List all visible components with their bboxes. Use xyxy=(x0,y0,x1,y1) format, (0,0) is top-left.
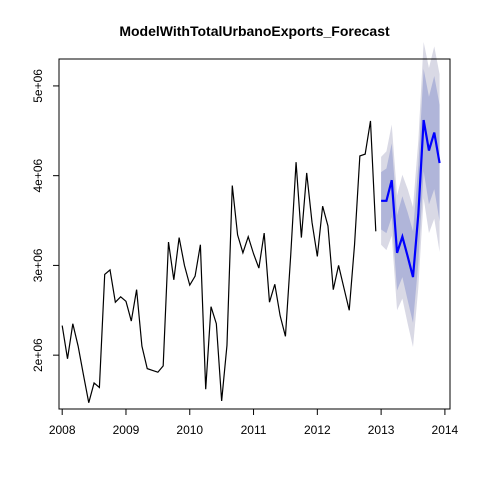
y-tick-label: 2e+06 xyxy=(31,338,45,372)
chart-title: ModelWithTotalUrbanoExports_Forecast xyxy=(119,23,390,39)
x-tick-label: 2012 xyxy=(304,423,331,437)
y-tick-label: 4e+06 xyxy=(31,158,45,192)
x-tick-label: 2014 xyxy=(432,423,459,437)
interval-80-band xyxy=(381,68,440,323)
observed-series-line xyxy=(61,120,377,403)
series-lines-group xyxy=(61,119,441,403)
x-tick-label: 2009 xyxy=(113,423,140,437)
y-axis: 2e+06 3e+06 4e+06 5e+06 xyxy=(31,69,60,372)
y-tick-label: 5e+06 xyxy=(31,69,45,103)
x-tick-label: 2011 xyxy=(241,423,267,437)
interval-80-band-group xyxy=(381,68,440,323)
forecast-series-line xyxy=(381,119,441,278)
x-tick-label: 2008 xyxy=(49,423,76,437)
x-tick-label: 2010 xyxy=(176,423,203,437)
x-tick-label: 2013 xyxy=(368,423,395,437)
x-axis: 2008 2009 2010 2011 2012 2013 2014 xyxy=(49,408,459,437)
y-tick-label: 3e+06 xyxy=(31,248,45,282)
